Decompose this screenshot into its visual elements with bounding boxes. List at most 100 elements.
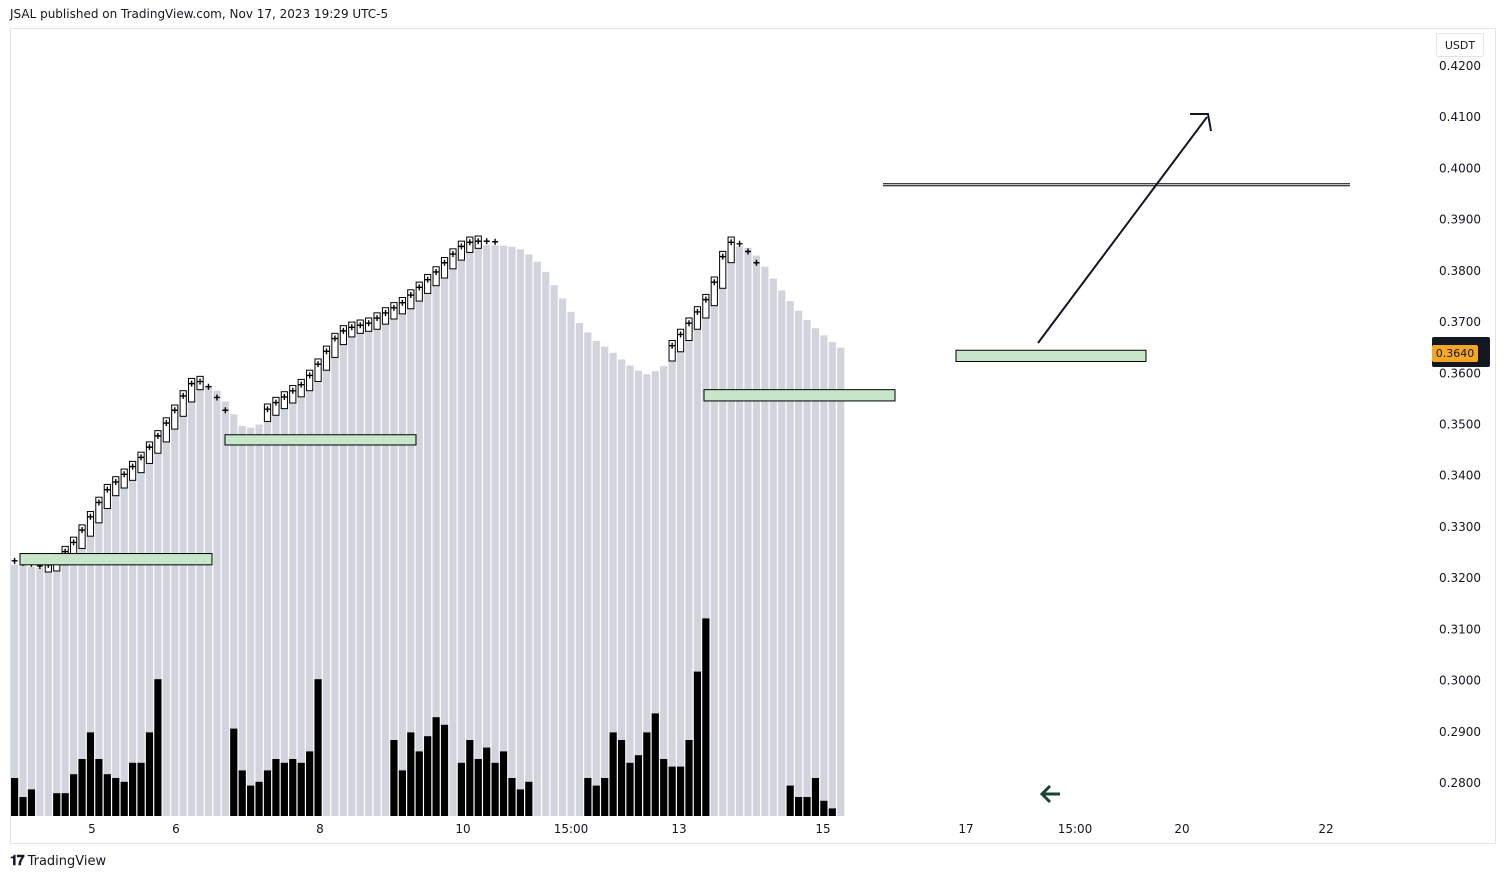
price-tick-label: 0.4200 — [1439, 59, 1481, 73]
close-plus-marker — [669, 342, 676, 349]
volume-bar — [19, 797, 27, 816]
volume-bar — [61, 793, 69, 816]
close-column — [685, 338, 693, 816]
footer-branding[interactable]: 𝟏𝟕 TradingView — [10, 853, 106, 869]
close-plus-marker — [433, 268, 440, 275]
close-column — [322, 368, 331, 816]
volume-bar — [693, 671, 702, 816]
close-plus-marker — [289, 387, 296, 394]
close-plus-marker — [424, 276, 431, 283]
close-column — [221, 401, 229, 816]
price-tick-label: 0.3200 — [1439, 571, 1481, 585]
close-column — [289, 400, 297, 816]
close-plus-marker — [711, 279, 718, 286]
close-plus-marker — [736, 240, 743, 247]
candle-body — [120, 468, 128, 489]
close-column — [811, 328, 820, 816]
candle-body — [162, 417, 170, 443]
close-plus-marker — [306, 372, 313, 379]
close-column — [204, 385, 213, 816]
close-plus-marker — [323, 348, 330, 355]
candle-body — [415, 281, 423, 302]
volume-bar — [508, 778, 516, 816]
volume-bar — [398, 770, 406, 816]
close-column — [626, 365, 634, 816]
time-tick-label: 13 — [671, 822, 686, 836]
close-column — [617, 359, 626, 816]
close-plus-marker — [399, 299, 406, 306]
close-plus-marker — [188, 380, 195, 387]
close-plus-marker — [298, 381, 305, 388]
close-plus-marker — [180, 392, 187, 399]
close-plus-marker — [340, 327, 347, 334]
close-plus-marker — [281, 393, 288, 400]
volume-bar — [660, 759, 668, 816]
close-column — [550, 285, 558, 816]
time-axis: 5 6 8 10 15:00 13 15 17 15:00 20 22 — [88, 822, 1333, 836]
close-column — [542, 271, 550, 816]
close-column — [803, 320, 811, 816]
candle-body — [685, 317, 693, 342]
support-zone[interactable] — [703, 389, 896, 402]
close-column — [365, 329, 373, 816]
close-column — [196, 387, 204, 816]
time-tick-label: 6 — [172, 822, 180, 836]
support-zones-layer — [19, 349, 1147, 566]
close-column — [95, 520, 103, 816]
candle-body — [457, 240, 465, 261]
close-column — [660, 366, 668, 816]
candle-body — [272, 396, 280, 416]
candle-body — [280, 391, 288, 410]
currency-button[interactable]: USDT — [1436, 33, 1484, 57]
volume-bar — [120, 781, 128, 816]
close-plus-marker — [686, 320, 692, 327]
close-column — [390, 316, 398, 816]
close-column — [230, 414, 238, 816]
footer-brand-label: TradingView — [27, 853, 107, 869]
volume-bar — [53, 793, 61, 816]
candle-body — [112, 476, 120, 497]
close-column — [188, 399, 196, 816]
scroll-left-arrow-icon[interactable] — [1039, 784, 1060, 804]
close-column — [735, 246, 744, 816]
projection-arrow[interactable] — [1037, 113, 1212, 344]
close-column — [719, 286, 727, 816]
price-tick-label: 0.3900 — [1439, 213, 1481, 227]
close-column — [407, 306, 415, 816]
candle-body — [702, 293, 710, 319]
close-column — [752, 255, 761, 816]
candle-body — [95, 496, 103, 524]
candle-body — [263, 403, 272, 422]
close-column — [634, 370, 643, 816]
volume-bar — [263, 770, 272, 816]
support-zone[interactable] — [19, 553, 213, 566]
last-price-label: 0.3640 — [1432, 345, 1478, 362]
volume-bar — [78, 759, 86, 816]
close-plus-marker — [163, 420, 170, 427]
close-plus-marker — [205, 383, 212, 390]
close-column — [120, 485, 128, 816]
close-plus-marker — [171, 407, 178, 414]
close-column — [213, 390, 221, 816]
close-plus-marker — [475, 238, 482, 245]
close-plus-marker — [702, 296, 709, 303]
candle-body — [314, 358, 322, 382]
time-tick-label: 15:00 — [554, 822, 589, 836]
close-column — [651, 371, 659, 816]
close-plus-marker — [728, 239, 735, 246]
support-zone[interactable] — [224, 434, 417, 446]
close-column — [53, 568, 61, 816]
close-column — [508, 246, 516, 816]
price-tick-label: 0.3000 — [1439, 674, 1481, 688]
support-zone[interactable] — [955, 349, 1147, 363]
close-plus-marker — [390, 304, 397, 311]
volume-bar — [424, 736, 432, 816]
candle-body — [289, 385, 297, 404]
close-column — [643, 374, 651, 816]
close-column — [373, 327, 381, 816]
close-column — [837, 347, 845, 816]
volume-bar — [651, 713, 659, 816]
close-column — [828, 342, 836, 816]
close-column — [491, 245, 499, 816]
